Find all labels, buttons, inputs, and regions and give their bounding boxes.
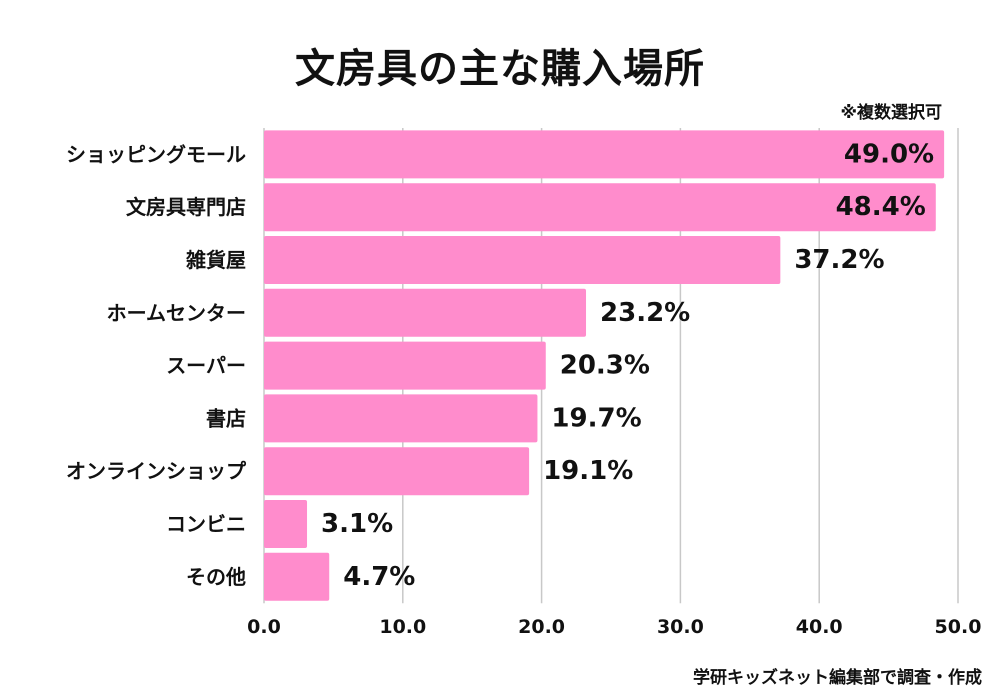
category-label: ホームセンター (107, 301, 246, 325)
value-label: 37.2% (794, 245, 884, 275)
category-label: ショッピングモール (66, 142, 246, 166)
x-tick-label: 0.0 (247, 616, 281, 638)
category-label: 書店 (206, 406, 246, 430)
value-label: 19.7% (551, 403, 641, 433)
value-label: 48.4% (836, 192, 926, 222)
value-label: 19.1% (543, 456, 633, 486)
value-label: 20.3% (560, 351, 650, 381)
x-tick-label: 30.0 (657, 616, 704, 638)
bar (264, 552, 330, 601)
value-label: 49.0% (844, 139, 934, 169)
bar (264, 394, 538, 443)
bar (264, 236, 781, 284)
value-label: 3.1% (321, 509, 393, 539)
category-label: 雑貨屋 (185, 248, 246, 272)
x-tick-label: 20.0 (518, 616, 565, 638)
category-label: その他 (186, 565, 246, 589)
bar (264, 183, 936, 232)
chart-source: 学研キッズネット編集部で調査・作成 (693, 668, 982, 688)
chart-title: 文房具の主な購入場所 (295, 46, 705, 92)
category-label: オンラインショップ (66, 459, 247, 483)
category-label: スーパー (166, 354, 246, 378)
bar (264, 447, 530, 496)
x-tick-label: 40.0 (796, 616, 843, 638)
bar (264, 288, 587, 337)
x-tick-label: 10.0 (379, 616, 426, 638)
bar (264, 341, 546, 390)
category-label: コンビニ (166, 512, 246, 536)
x-tick-label: 50.0 (935, 616, 982, 638)
bar (264, 130, 945, 179)
value-label: 4.7% (343, 562, 415, 592)
chart-note: ※複数選択可 (840, 103, 942, 123)
category-label: 文房具専門店 (126, 195, 246, 219)
bar (264, 500, 308, 548)
value-label: 23.2% (600, 298, 690, 328)
